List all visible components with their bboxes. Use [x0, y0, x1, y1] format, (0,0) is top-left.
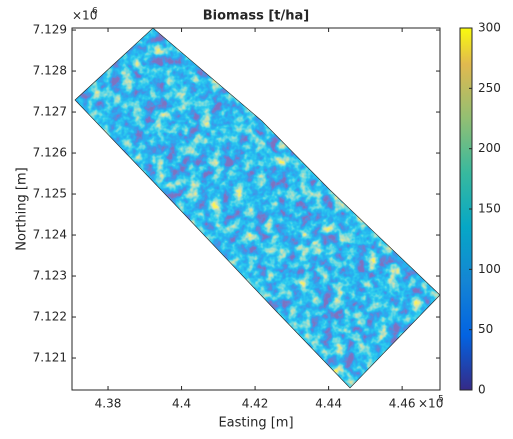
y-tick-label: 7.121: [33, 351, 67, 365]
colorbar-tick-label: 200: [478, 141, 501, 155]
x-multiplier: ×10: [418, 397, 443, 411]
x-tick-label: 4.44: [315, 397, 342, 411]
colorbar-tick-label: 50: [478, 322, 493, 336]
colorbar-tick-label: 300: [478, 21, 501, 35]
x-axis-label: Easting [m]: [218, 416, 293, 431]
y-tick-label: 7.127: [33, 105, 67, 119]
y-tick-label: 7.122: [33, 310, 67, 324]
y-tick-label: 7.124: [33, 228, 67, 242]
y-axis-label: Northing [m]: [15, 167, 30, 250]
colorbar-tick-label: 0: [478, 383, 486, 397]
y-tick-label: 7.129: [33, 23, 67, 37]
x-tick-label: 4.42: [242, 397, 269, 411]
y-multiplier-exponent: 6: [92, 7, 98, 17]
y-tick-label: 7.126: [33, 146, 67, 160]
colorbar-tick-label: 250: [478, 81, 501, 95]
y-tick-label: 7.123: [33, 269, 67, 283]
x-tick-label: 4.38: [95, 397, 122, 411]
y-tick-label: 7.128: [33, 64, 67, 78]
chart-title: Biomass [t/ha]: [203, 9, 310, 24]
y-tick-label: 7.125: [33, 187, 67, 201]
x-tick-label: 4.4: [172, 397, 191, 411]
x-tick-label: 4.46: [389, 397, 416, 411]
x-multiplier-exponent: 5: [438, 395, 444, 405]
axes-box: [71, 27, 441, 391]
y-multiplier: ×10: [72, 9, 97, 23]
colorbar-tick-label: 150: [478, 202, 501, 216]
colorbar-tick-label: 100: [478, 262, 501, 276]
